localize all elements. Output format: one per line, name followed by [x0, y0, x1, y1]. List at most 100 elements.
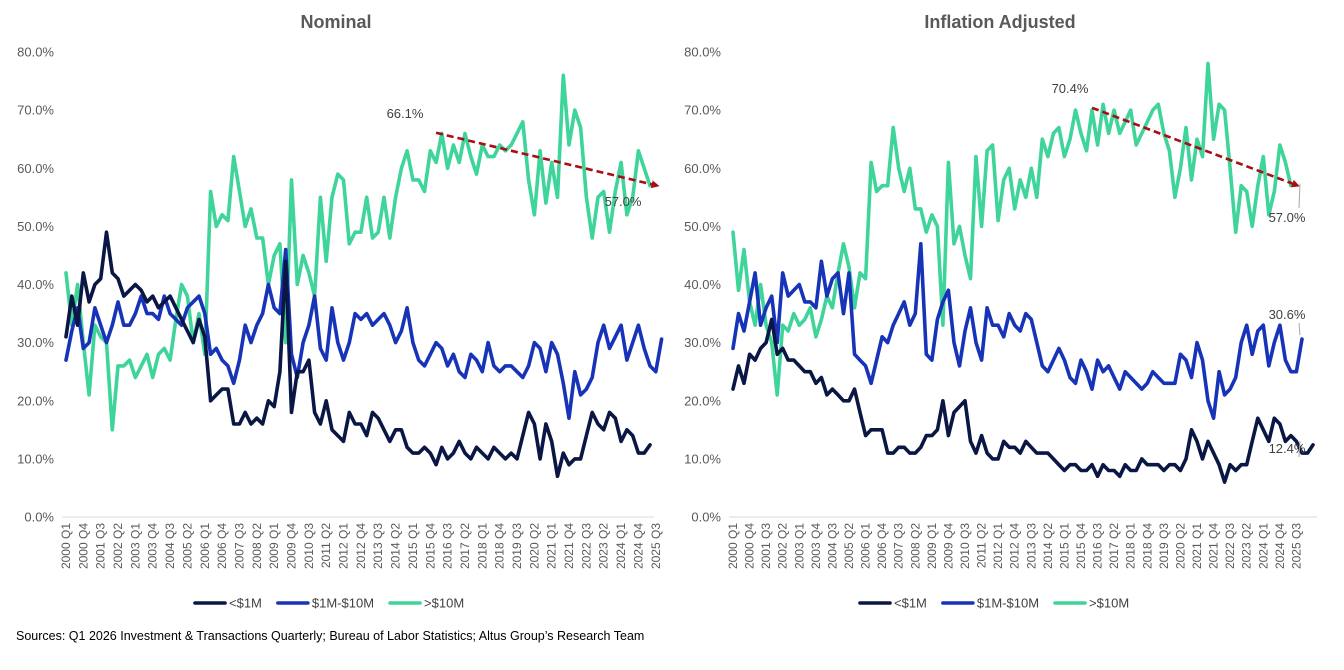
x-tick-label: 2000 Q4 — [76, 523, 90, 569]
x-tick-label: 2013 Q3 — [1024, 523, 1038, 569]
y-tick-label: 0.0% — [24, 510, 54, 525]
data-label: 30.6% — [1269, 307, 1306, 322]
data-label: 12.4% — [1269, 441, 1306, 456]
x-tick-label: 2011 Q2 — [319, 523, 333, 568]
nominal-chart-panel: Nominal 0.0% 10.0% 20.0% 30.0% 40.0% 50.0% 60.0… — [17, 12, 664, 611]
y-tick-label: 20.0% — [17, 393, 54, 408]
y-tick-label: 70.0% — [17, 103, 54, 118]
x-tick-label: 2020 Q2 — [527, 523, 541, 569]
y-tick-label: 30.0% — [684, 335, 721, 350]
series-line-0 — [731, 317, 1315, 484]
x-tick-label: 2017 Q2 — [458, 523, 472, 569]
y-tick-label: 80.0% — [684, 45, 721, 60]
legend-label: <$1M — [229, 596, 262, 611]
series-line-0 — [64, 230, 652, 479]
x-tick-label: 2000 Q1 — [726, 523, 740, 569]
x-tick-label: 2001 Q3 — [759, 523, 773, 569]
x-tick-label: 2012 Q4 — [1008, 523, 1022, 569]
x-tick-label: 2018 Q1 — [475, 523, 489, 569]
x-tick-label: 2008 Q2 — [908, 523, 922, 569]
x-tick-label: 2009 Q4 — [285, 523, 299, 569]
label-leader-line — [1298, 440, 1301, 458]
x-tick-label: 2005 Q2 — [842, 523, 856, 569]
y-tick-label: 40.0% — [17, 277, 54, 292]
x-tick-label: 2017 Q2 — [1107, 523, 1121, 569]
x-tick-label: 2015 Q4 — [423, 523, 437, 569]
series-line-2 — [64, 73, 652, 432]
x-tick-label: 2015 Q1 — [1057, 523, 1071, 569]
x-tick-label: 2008 Q2 — [250, 523, 264, 569]
x-tick-label: 2003 Q4 — [809, 523, 823, 569]
label-leader-line — [1298, 322, 1301, 336]
x-tick-label: 2019 Q3 — [1157, 523, 1171, 569]
x-tick-label: 2002 Q2 — [111, 523, 125, 569]
x-tick-label: 2021 Q4 — [1207, 523, 1221, 569]
y-tick-label: 10.0% — [684, 451, 721, 466]
x-tick-label: 2024 Q4 — [631, 523, 645, 569]
source-note: Sources: Q1 2026 Investment & Transactio… — [16, 629, 645, 643]
x-tick-label: 2012 Q4 — [354, 523, 368, 569]
trend-arrow — [1091, 106, 1300, 188]
y-tick-label: 30.0% — [17, 335, 54, 350]
y-tick-label: 40.0% — [684, 277, 721, 292]
y-tick-label: 50.0% — [684, 219, 721, 234]
series-line-1 — [731, 242, 1304, 420]
x-tick-label: 2010 Q3 — [302, 523, 316, 569]
x-tick-label: 2024 Q4 — [1273, 523, 1287, 569]
x-tick-label: 2003 Q1 — [792, 523, 806, 569]
y-tick-label: 10.0% — [17, 451, 54, 466]
data-label: 66.1% — [387, 106, 424, 121]
x-tick-label: 2015 Q4 — [1074, 523, 1088, 569]
x-tick-label: 2006 Q4 — [215, 523, 229, 569]
x-tick-label: 2014 Q2 — [1041, 523, 1055, 569]
x-tick-label: 2012 Q1 — [337, 523, 351, 569]
x-tick-label: 2016 Q3 — [441, 523, 455, 569]
data-label: 57.0% — [1269, 210, 1306, 225]
legend-label: $1M-$10M — [312, 596, 374, 611]
x-tick-label: 2006 Q1 — [859, 523, 873, 569]
y-tick-label: 20.0% — [684, 393, 721, 408]
x-tick-label: 2015 Q1 — [406, 523, 420, 569]
x-tick-label: 2009 Q4 — [941, 523, 955, 569]
x-tick-label: 2025 Q3 — [1289, 523, 1303, 569]
x-tick-label: 2023 Q2 — [597, 523, 611, 569]
label-leader-line — [1298, 183, 1301, 209]
x-tick-label: 2007 Q3 — [892, 523, 906, 569]
x-tick-label: 2014 Q2 — [389, 523, 403, 569]
x-tick-label: 2022 Q3 — [1223, 523, 1237, 569]
x-tick-label: 2016 Q3 — [1091, 523, 1105, 569]
x-tick-label: 2000 Q1 — [59, 523, 73, 569]
x-tick-label: 2021 Q4 — [562, 523, 576, 569]
x-tick-label: 2002 Q2 — [776, 523, 790, 569]
x-tick-label: 2004 Q3 — [825, 523, 839, 569]
x-tick-label: 2006 Q1 — [198, 523, 212, 569]
y-tick-label: 70.0% — [684, 103, 721, 118]
legend-label: >$10M — [1089, 596, 1129, 611]
x-tick-label: 2003 Q1 — [128, 523, 142, 569]
x-tick-label: 2025 Q3 — [649, 523, 663, 569]
y-tick-label: 80.0% — [17, 45, 54, 60]
x-tick-label: 2001 Q3 — [94, 523, 108, 569]
x-tick-label: 2018 Q4 — [493, 523, 507, 569]
x-tick-label: 2018 Q4 — [1140, 523, 1154, 569]
x-tick-label: 2011 Q2 — [975, 523, 989, 568]
x-tick-label: 2000 Q4 — [743, 523, 757, 569]
x-tick-label: 2004 Q3 — [163, 523, 177, 569]
x-tick-label: 2007 Q3 — [232, 523, 246, 569]
x-tick-label: 2023 Q2 — [1240, 523, 1254, 569]
x-tick-label: 2024 Q1 — [1256, 523, 1270, 569]
x-tick-label: 2020 Q2 — [1173, 523, 1187, 569]
x-tick-label: 2021 Q1 — [1190, 523, 1204, 569]
chart-title: Inflation Adjusted — [924, 12, 1075, 32]
x-tick-label: 2005 Q2 — [180, 523, 194, 569]
y-tick-label: 60.0% — [684, 161, 721, 176]
legend-label: $1M-$10M — [977, 596, 1039, 611]
y-tick-label: 60.0% — [17, 161, 54, 176]
series-line-1 — [64, 247, 664, 420]
series-line-2 — [731, 61, 1293, 397]
y-tick-label: 50.0% — [17, 219, 54, 234]
x-tick-label: 2018 Q1 — [1124, 523, 1138, 569]
data-label: 70.4% — [1052, 81, 1089, 96]
x-tick-label: 2022 Q3 — [579, 523, 593, 569]
x-tick-label: 2003 Q4 — [146, 523, 160, 569]
